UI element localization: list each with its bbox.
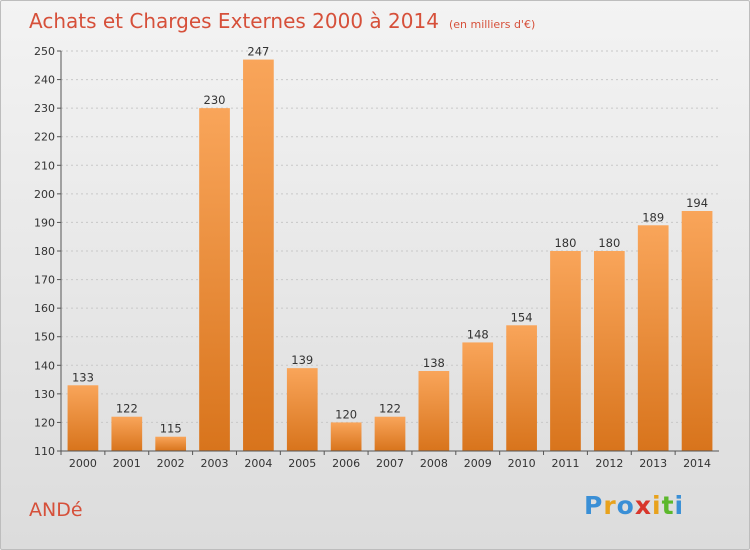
bar-2004 bbox=[243, 59, 274, 451]
bar-2002 bbox=[155, 436, 187, 451]
y-tick-label: 160 bbox=[34, 302, 55, 315]
x-tick-label: 2008 bbox=[420, 457, 448, 470]
bar-2003 bbox=[199, 108, 230, 452]
value-label-2009: 148 bbox=[467, 327, 489, 341]
y-tick-label: 210 bbox=[34, 159, 55, 172]
x-tick-label: 2009 bbox=[464, 457, 492, 470]
value-label-2005: 139 bbox=[291, 353, 313, 367]
value-label-2004: 247 bbox=[247, 45, 269, 59]
chart-title-text: Achats et Charges Externes 2000 à 2014 bbox=[29, 9, 439, 33]
x-tick-label: 2000 bbox=[69, 457, 97, 470]
y-tick-label: 140 bbox=[34, 359, 55, 372]
place-name: ANDé bbox=[29, 499, 83, 521]
bar-2011 bbox=[550, 251, 581, 451]
value-label-2012: 180 bbox=[598, 236, 620, 250]
bar-2012 bbox=[593, 251, 625, 451]
x-tick-label: 2001 bbox=[113, 457, 141, 470]
value-label-2010: 154 bbox=[511, 310, 533, 324]
x-tick-label: 2004 bbox=[244, 457, 272, 470]
value-label-2014: 194 bbox=[686, 196, 708, 210]
x-tick-label: 2013 bbox=[639, 457, 667, 470]
y-tick-label: 150 bbox=[34, 331, 55, 344]
chart-subtitle: (en milliers d'€) bbox=[448, 18, 536, 31]
x-tick-label: 2005 bbox=[288, 457, 316, 470]
y-tick-label: 190 bbox=[34, 216, 55, 229]
chart-title: Achats et Charges Externes 2000 à 2014 (e… bbox=[29, 9, 535, 33]
bar-2000 bbox=[67, 385, 99, 451]
x-tick-label: 2011 bbox=[551, 457, 579, 470]
y-tick-label: 180 bbox=[34, 245, 55, 258]
y-axis: 110 120 130 140 150 160 170 180 190 200 210 220 230 2… bbox=[34, 45, 62, 458]
bar-2014 bbox=[681, 211, 713, 451]
value-label-2001: 122 bbox=[116, 402, 138, 416]
x-tick-label: 2003 bbox=[201, 457, 229, 470]
y-tick-label: 110 bbox=[34, 445, 55, 458]
bar-2005 bbox=[286, 368, 318, 451]
value-label-2006: 120 bbox=[335, 407, 357, 421]
value-label-2002: 115 bbox=[160, 422, 182, 436]
value-label-2008: 138 bbox=[423, 356, 445, 370]
y-tick-label: 200 bbox=[34, 188, 55, 201]
x-tick-label: 2012 bbox=[595, 457, 623, 470]
bar-2006 bbox=[330, 422, 362, 451]
x-tick-label: 2010 bbox=[508, 457, 536, 470]
x-tick-label: 2002 bbox=[157, 457, 185, 470]
y-tick-label: 170 bbox=[34, 274, 55, 287]
y-tick-label: 220 bbox=[34, 131, 55, 144]
bar-2007 bbox=[374, 416, 406, 451]
bar-2008 bbox=[418, 371, 450, 451]
proxiti-logo: Proxiti bbox=[584, 491, 685, 520]
y-tick-label: 250 bbox=[34, 45, 55, 58]
y-tick-label: 120 bbox=[34, 416, 55, 429]
value-label-2011: 180 bbox=[554, 236, 576, 250]
value-label-2013: 189 bbox=[642, 210, 664, 224]
bar-2013 bbox=[637, 225, 669, 451]
x-axis: 2000 2001 2002 2003 2004 2005 2006 2007 2008 2009… bbox=[60, 450, 719, 470]
bars: 133 122 115 230 247 139 120 122 138 148 154 180 180 1… bbox=[67, 45, 713, 452]
value-label-2000: 133 bbox=[72, 370, 94, 384]
y-tick-label: 240 bbox=[34, 74, 55, 87]
bar-2009 bbox=[462, 342, 494, 451]
y-tick-label: 230 bbox=[34, 102, 55, 115]
value-label-2003: 230 bbox=[204, 93, 226, 107]
value-label-2007: 122 bbox=[379, 402, 401, 416]
x-tick-label: 2007 bbox=[376, 457, 404, 470]
bar-2001 bbox=[111, 416, 143, 451]
bar-2010 bbox=[506, 325, 537, 451]
y-tick-label: 130 bbox=[34, 388, 55, 401]
x-tick-label: 2006 bbox=[332, 457, 360, 470]
x-tick-label: 2014 bbox=[683, 457, 711, 470]
